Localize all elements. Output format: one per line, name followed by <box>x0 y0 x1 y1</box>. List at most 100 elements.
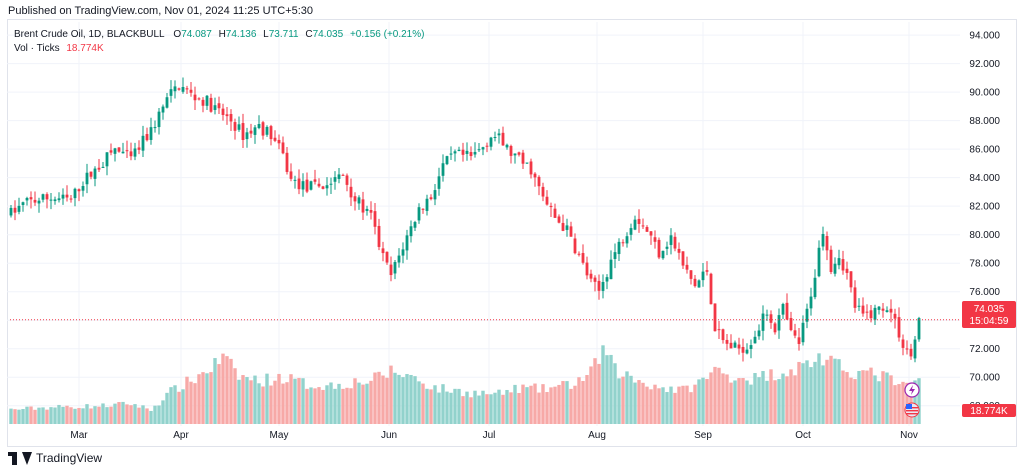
candle-body <box>109 150 113 153</box>
volume-bar <box>49 407 53 424</box>
time-axis: Mar Apr May Jun Jul Aug Sep Oct Nov <box>70 430 918 441</box>
flag-icon[interactable] <box>904 402 920 418</box>
price-tick-label: 86.000 <box>969 145 1000 156</box>
volume-bar <box>381 375 385 424</box>
volume-bar <box>165 392 169 424</box>
time-tick-label: Jun <box>381 430 397 441</box>
candle-body <box>521 152 525 164</box>
volume-bar <box>417 381 421 424</box>
time-tick-label: Mar <box>70 430 88 441</box>
volume-bar <box>309 387 313 424</box>
volume-bar <box>121 401 125 424</box>
volume-bar <box>621 376 625 424</box>
candle-body <box>389 264 393 276</box>
volume-bar <box>125 404 129 424</box>
volume-bar <box>493 392 497 424</box>
candle-body <box>829 249 833 273</box>
candle-body <box>645 227 649 232</box>
candle-body <box>381 248 385 254</box>
volume-bar <box>333 388 337 424</box>
volume-bar <box>869 367 873 424</box>
volume-bar <box>237 379 241 424</box>
candle-body <box>177 88 181 90</box>
volume-bar <box>497 389 501 424</box>
candle-body <box>557 216 561 223</box>
volume-bar <box>549 387 553 424</box>
candle-body <box>153 127 157 129</box>
volume-bar <box>757 377 761 424</box>
candle-body <box>501 132 505 146</box>
volume-bar <box>449 392 453 424</box>
volume-bar <box>289 374 293 424</box>
candle-body <box>813 277 817 298</box>
volume-bar <box>637 380 641 424</box>
open-label: O <box>173 29 182 40</box>
volume-bar <box>689 392 693 424</box>
volume-bar <box>665 392 669 424</box>
volume-bar <box>157 405 161 424</box>
volume-bar <box>401 377 405 424</box>
candle-body <box>105 152 109 167</box>
change-value: +0.156 (+0.21%) <box>349 29 425 40</box>
candle-body <box>309 181 313 190</box>
volume-bar <box>633 382 637 424</box>
volume-bar <box>209 372 213 424</box>
candle-body <box>117 147 121 152</box>
volume-bar <box>541 384 545 424</box>
volume-bar <box>813 361 817 424</box>
candle-body <box>545 196 549 205</box>
volume-bar <box>561 381 565 424</box>
candle-body <box>401 249 405 256</box>
candle-body <box>137 147 141 150</box>
volume-bar <box>545 392 549 424</box>
time-tick-label: Aug <box>588 430 606 441</box>
volume-label[interactable]: Vol · Ticks <box>14 43 60 54</box>
candle-body <box>473 151 477 155</box>
candle-body <box>725 339 729 344</box>
volume-bar <box>269 385 273 424</box>
candle-body <box>301 181 305 190</box>
candle-body <box>217 103 221 109</box>
volume-bar <box>737 378 741 424</box>
volume-bar <box>145 408 149 424</box>
candle-body <box>901 339 905 348</box>
candle-body <box>721 329 725 341</box>
symbol-name[interactable]: Brent Crude Oil, 1D, BLACKBULL <box>14 29 165 40</box>
legend-volume-row: Vol · Ticks 18.774K <box>14 42 424 56</box>
candle-body <box>597 280 601 291</box>
volume-bar <box>601 345 605 424</box>
volume-bar <box>713 366 717 424</box>
candle-body <box>141 135 145 151</box>
volume-bar <box>461 396 465 424</box>
volume-bar <box>885 372 889 424</box>
price-tick-label: 78.000 <box>969 259 1000 270</box>
candle-body <box>553 208 557 218</box>
volume-bar <box>877 381 881 424</box>
time-tick-label: Apr <box>173 430 189 441</box>
candle-body <box>209 97 213 112</box>
candle-body <box>289 171 293 179</box>
volume-bar <box>101 403 105 424</box>
candle-body <box>577 253 581 255</box>
volume-bar <box>365 383 369 424</box>
volume-axis-label: 18.774K <box>962 404 1016 417</box>
candle-body <box>589 273 593 279</box>
chart-legend: Brent Crude Oil, 1D, BLACKBULL O74.087 H… <box>14 28 424 56</box>
volume-bar <box>337 383 341 424</box>
lightning-icon[interactable] <box>904 382 920 398</box>
candle-body <box>373 211 377 227</box>
volume-bar <box>341 388 345 424</box>
volume-bar <box>801 363 805 424</box>
volume-bar <box>517 392 521 424</box>
published-note: Published on TradingView.com, Nov 01, 20… <box>8 5 314 17</box>
candle-body <box>285 152 289 172</box>
volume-bar <box>293 378 297 424</box>
candle-body <box>333 177 337 182</box>
volume-bar <box>357 382 361 424</box>
volume-bar <box>705 378 709 424</box>
candle-body <box>897 317 901 338</box>
volume-bar <box>345 387 349 424</box>
candle-body <box>205 95 209 106</box>
volume-bar <box>441 384 445 424</box>
